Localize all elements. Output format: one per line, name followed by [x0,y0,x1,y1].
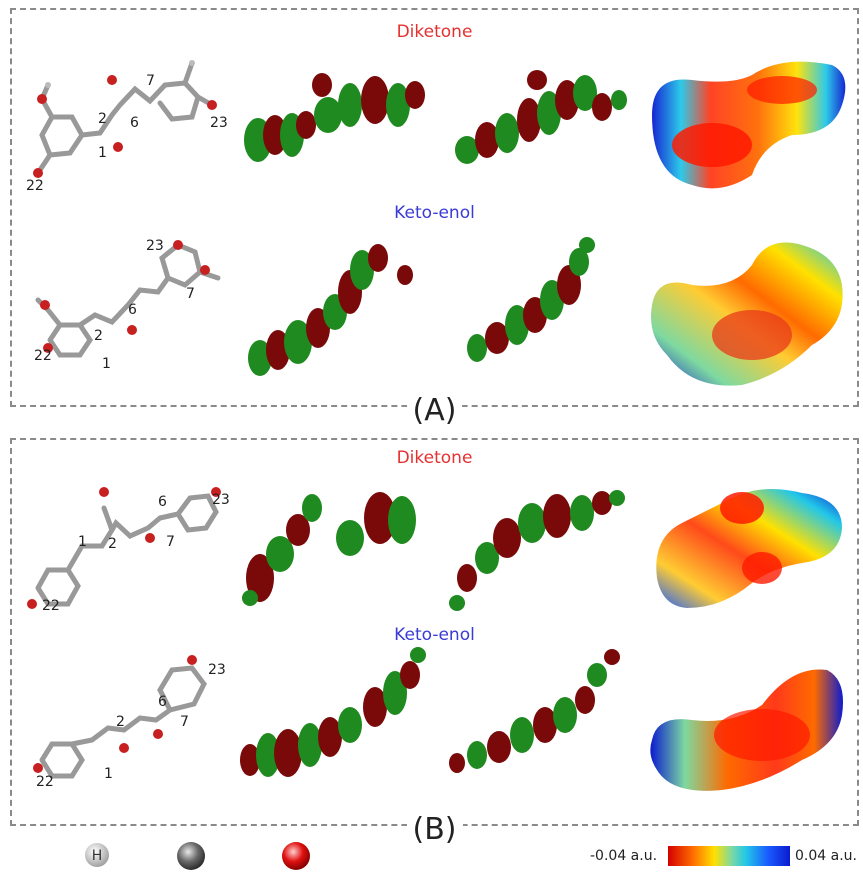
atom-label-22: 22 [34,348,52,364]
atom-label-6: 6 [158,494,167,510]
legend-hydrogen-label: H [92,848,103,864]
atom-label-1: 1 [104,766,113,782]
colorbar [668,846,790,866]
atom-label-22: 22 [26,178,44,194]
atom-label-23: 23 [212,492,230,508]
atom-label-2: 2 [116,714,125,730]
atom-label-6: 6 [128,302,137,318]
atom-label-6: 6 [130,115,139,131]
panel-label-a: (A) [406,393,463,428]
colorbar-max-label: 0.04 a.u. [795,848,857,864]
orbital-lumo-b-ketoenol [437,645,637,805]
molecule-structure-b-ketoenol: 23 6 7 2 1 22 [20,650,230,800]
orbital-lumo-b-diketone [437,478,637,618]
atom-label-1: 1 [102,356,111,372]
molecule-structure-a-diketone: 2 1 22 6 7 23 [20,55,230,205]
atom-label-7: 7 [186,286,195,302]
panel-label-b: (B) [406,812,463,847]
atom-label-23: 23 [146,238,164,254]
legend-oxygen-icon [280,840,312,876]
orbital-homo-b-diketone [230,478,430,618]
panel-b: Diketone Keto-enol (B) 1 2 6 7 23 22 [10,438,859,847]
atom-label-2: 2 [94,328,103,344]
orbital-homo-a-ketoenol [230,230,430,390]
row-title-diketone-b: Diketone [396,448,473,468]
legend-hydrogen-icon: H [82,840,112,874]
row-title-ketoenol-a: Keto-enol [394,203,475,223]
legend-carbon-icon [175,840,207,876]
mep-surface-a-ketoenol [642,225,852,395]
molecule-structure-b-diketone: 1 2 6 7 23 22 [20,478,230,618]
molecule-structure-a-ketoenol: 23 7 6 2 1 22 [20,230,230,380]
orbital-homo-b-ketoenol [230,645,430,805]
atom-label-7: 7 [166,534,175,550]
mep-surface-b-diketone [642,468,852,618]
colorbar-min-label: -0.04 a.u. [590,848,658,864]
atom-label-2: 2 [98,111,107,127]
mep-surface-b-ketoenol [642,645,852,805]
atom-label-22: 22 [42,598,60,614]
atom-label-6: 6 [158,694,167,710]
orbital-homo-a-diketone [230,55,430,185]
atom-label-23: 23 [210,115,228,131]
atom-label-2: 2 [108,536,117,552]
atom-label-1: 1 [78,534,87,550]
atom-label-1: 1 [98,145,107,161]
atom-label-22: 22 [36,774,54,790]
orbital-lumo-a-diketone [437,55,637,185]
atom-label-7: 7 [180,714,189,730]
atom-label-23: 23 [208,662,226,678]
row-title-diketone-a: Diketone [396,22,473,42]
orbital-lumo-a-ketoenol [437,230,637,390]
atom-label-7: 7 [146,73,155,89]
mep-surface-a-diketone [642,45,852,195]
panel-a: Diketone Keto-enol (A) 2 1 22 6 7 23 [10,8,859,428]
row-title-ketoenol-b: Keto-enol [394,625,475,645]
